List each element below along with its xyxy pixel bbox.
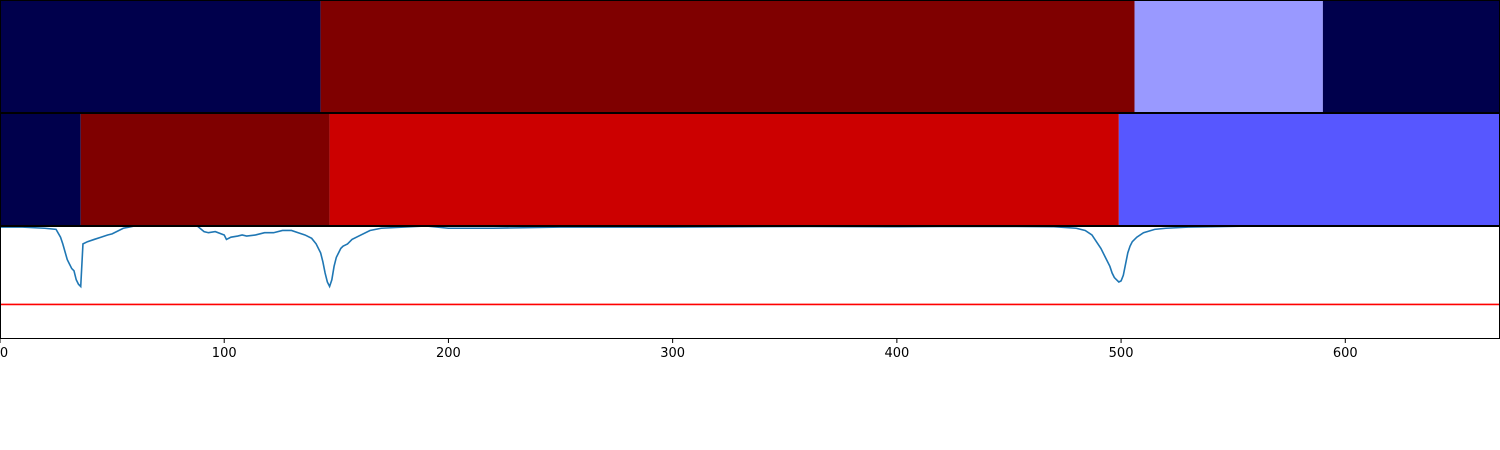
segment-middle-1 [80, 113, 330, 225]
axes-frame-2 [0, 226, 1500, 339]
x-tick-label-300: 300 [660, 346, 685, 361]
signal-line-panel [0, 225, 1500, 306]
segment-top-1 [320, 0, 1135, 112]
x-tick-label-100: 100 [212, 346, 237, 361]
x-tick-label-0: 0 [0, 346, 8, 361]
segment-middle-2 [329, 113, 1119, 225]
middle-segmentation-row [0, 113, 1500, 225]
segment-top-2 [1134, 0, 1323, 112]
segment-middle-3 [1118, 113, 1500, 225]
segment-middle-0 [0, 113, 81, 225]
x-tick-label-200: 200 [436, 346, 461, 361]
signal-series-line [0, 225, 1500, 289]
segment-top-3 [1322, 0, 1500, 112]
x-tick-label-600: 600 [1333, 346, 1358, 361]
x-axis: 0 100 200 300 400 500 600 [0, 338, 1358, 361]
x-tick-label-500: 500 [1109, 346, 1134, 361]
x-tick-label-400: 400 [884, 346, 909, 361]
top-segmentation-row [0, 0, 1500, 112]
segment-top-0 [0, 0, 321, 112]
